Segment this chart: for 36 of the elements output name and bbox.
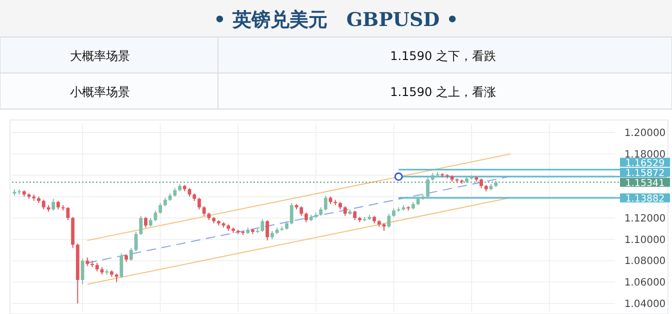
text: 1.1590 之上，看涨: [390, 85, 496, 99]
candlestick: [202, 206, 206, 216]
ref-line-label: 1.15872: [625, 168, 665, 179]
candlestick: [426, 176, 430, 198]
candlestick: [129, 247, 133, 262]
y-tick-label: 1.18000: [624, 149, 666, 160]
ref-line-label: 1.13882: [625, 193, 665, 204]
candlestick: [260, 218, 264, 232]
candlestick: [304, 212, 308, 223]
y-tick-label: 1.06000: [624, 278, 666, 289]
candlestick: [480, 178, 483, 189]
candlestick: [353, 210, 357, 221]
ref-line-label: 1.15341: [625, 178, 665, 189]
candlestick: [324, 195, 328, 212]
y-tick-label: 1.12000: [624, 214, 666, 224]
candlestick: [266, 220, 270, 241]
y-tick-label: 1.20000: [624, 128, 666, 140]
candlestick: [42, 199, 46, 210]
y-tick-label: 1.08000: [624, 256, 666, 268]
y-tick-label: 1.04000: [624, 298, 666, 310]
ref-line-label: 1.16529: [625, 158, 665, 169]
chart-title: • 英镑兑美元 GBPUSD •: [214, 9, 458, 31]
candlestick: [387, 213, 391, 228]
candlestick: [343, 206, 347, 216]
text: 大概率场景: [70, 49, 130, 63]
candlestick: [52, 198, 56, 212]
y-tick-label: 1.10000: [624, 234, 666, 246]
candlestick: [139, 215, 143, 236]
candlestick: [144, 216, 148, 228]
text: 小概率场景: [70, 85, 130, 99]
candlestick: [198, 197, 201, 210]
candlestick: [300, 206, 304, 216]
candlestick: [120, 252, 124, 278]
text: 1.1590 之下，看跌: [390, 49, 496, 63]
candlestick: [290, 202, 294, 225]
candlestick: [158, 202, 162, 214]
